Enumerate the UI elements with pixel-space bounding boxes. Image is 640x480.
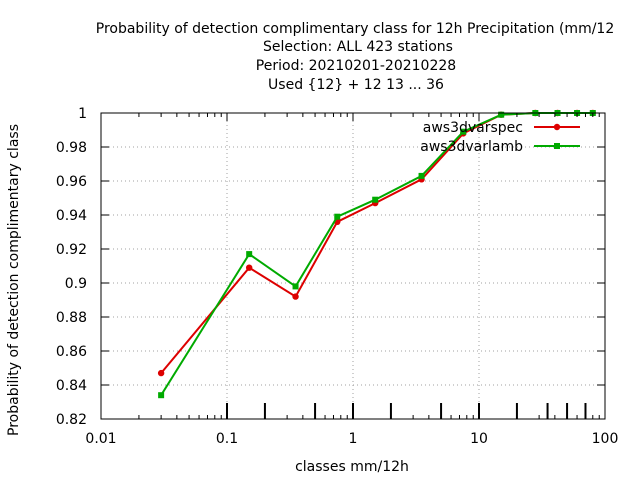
y-tick-label: 0.9 <box>65 276 87 292</box>
title-line-2: Selection: ALL 423 stations <box>263 39 453 55</box>
y-axis-label: Probability of detection complimentary c… <box>6 124 22 436</box>
data-point-aws3dvarlamb <box>292 283 299 290</box>
data-point-aws3dvarlamb <box>460 128 467 135</box>
title-line-4: Used {12} + 12 13 ... 36 <box>268 77 444 93</box>
y-tick-label: 1 <box>78 106 87 122</box>
x-axis-label: classes mm/12h <box>295 459 409 475</box>
data-point-aws3dvarlamb <box>418 172 425 179</box>
data-point-aws3dvarlamb <box>158 392 165 399</box>
y-tick-label: 0.82 <box>56 412 87 428</box>
grid <box>101 113 605 419</box>
title-line-1: Probability of detection complimentary c… <box>96 21 615 37</box>
title-line-3: Period: 20210201-20210228 <box>256 58 456 74</box>
data-point-aws3dvarspec <box>292 293 299 300</box>
data-point-aws3dvarspec <box>157 369 165 377</box>
data-point-aws3dvarlamb <box>372 196 379 203</box>
legend: aws3dvarspec aws3dvarlamb <box>420 120 580 155</box>
legend-marker-aws3dvarlamb <box>554 143 560 149</box>
series-plot <box>157 109 596 399</box>
data-point-aws3dvarlamb <box>246 251 253 258</box>
y-tick-label: 0.84 <box>56 378 87 394</box>
series-line-aws3dvarlamb <box>160 112 593 396</box>
chart-title: Probability of detection complimentary c… <box>96 21 615 93</box>
legend-label-aws3dvarlamb: aws3dvarlamb <box>420 139 523 155</box>
x-tick-label: 1 <box>349 431 358 447</box>
class-marks <box>226 403 587 419</box>
data-point-aws3dvarlamb <box>498 111 505 118</box>
data-point-aws3dvarlamb <box>334 213 341 220</box>
x-axis-ticks: 0.01 0.1 1 10 100 <box>85 113 618 447</box>
y-tick-label: 0.98 <box>56 140 87 156</box>
y-tick-label: 0.92 <box>56 242 87 258</box>
y-tick-label: 0.86 <box>56 344 87 360</box>
x-tick-label: 100 <box>592 431 619 447</box>
x-tick-label: 0.01 <box>85 431 116 447</box>
x-tick-label: 10 <box>470 431 488 447</box>
y-tick-label: 0.94 <box>56 208 87 224</box>
y-tick-label: 0.96 <box>56 174 87 190</box>
legend-marker-aws3dvarspec <box>553 123 561 131</box>
data-point-aws3dvarspec <box>245 264 253 271</box>
x-tick-label: 0.1 <box>216 431 238 447</box>
y-axis-ticks: 0.82 0.84 0.86 0.88 0.9 0.92 0.94 0.96 0.98 1 <box>56 106 605 428</box>
series-line-aws3dvarspec <box>160 112 593 374</box>
legend-label-aws3dvarspec: aws3dvarspec <box>423 120 523 136</box>
y-tick-label: 0.88 <box>56 310 87 326</box>
